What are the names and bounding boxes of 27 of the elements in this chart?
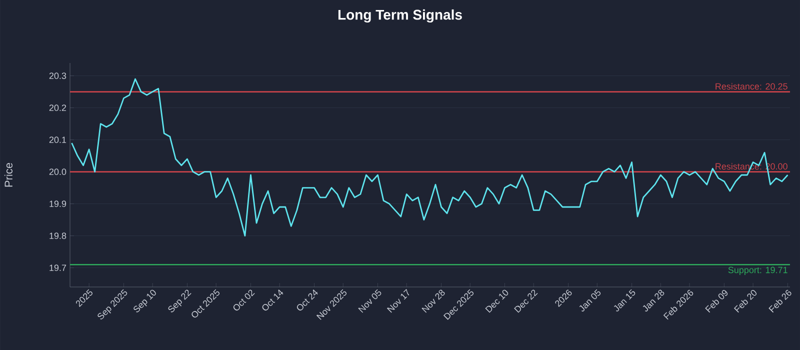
ref-line-label: Support: 19.71 [728, 266, 788, 275]
x-tick-label: Dec 10 [485, 290, 508, 313]
x-tick-label: Feb 20 [734, 290, 757, 313]
x-tick-label: Jan 05 [579, 289, 601, 312]
x-tick-label: Jan 15 [614, 289, 636, 312]
x-tick-label: Dec 22 [514, 290, 538, 313]
y-tick-label: 20.1 [49, 136, 66, 143]
y-tick-label: 20.0 [49, 168, 66, 175]
x-tick-label: Oct 02 [233, 290, 255, 310]
y-tick-label: 19.9 [50, 200, 66, 207]
x-tick-label: Nov 17 [386, 289, 410, 313]
y-tick-label: 19.8 [50, 232, 66, 239]
y-tick-label: 20.3 [49, 72, 66, 79]
ref-line-label: Resistance: 20.25 [716, 82, 788, 90]
x-tick-label: Feb 26 [768, 290, 792, 313]
x-tick-label: Feb 09 [705, 290, 728, 313]
x-tick-label: Sep 22 [168, 290, 192, 312]
x-tick-label: Nov 28 [422, 290, 445, 313]
x-tick-label: Sep 10 [134, 290, 156, 312]
y-tick-label: 20.2 [49, 104, 66, 111]
x-tick-label: Oct 14 [262, 290, 284, 310]
x-tick-label: Jan 28 [642, 290, 664, 312]
y-axis-title: Price [4, 162, 12, 187]
y-tick-label: 19.7 [50, 264, 66, 271]
chart-title: Long Term Signals [338, 9, 462, 23]
x-tick-label: Oct 24 [296, 290, 318, 310]
x-tick-label: Nov 05 [358, 289, 382, 313]
